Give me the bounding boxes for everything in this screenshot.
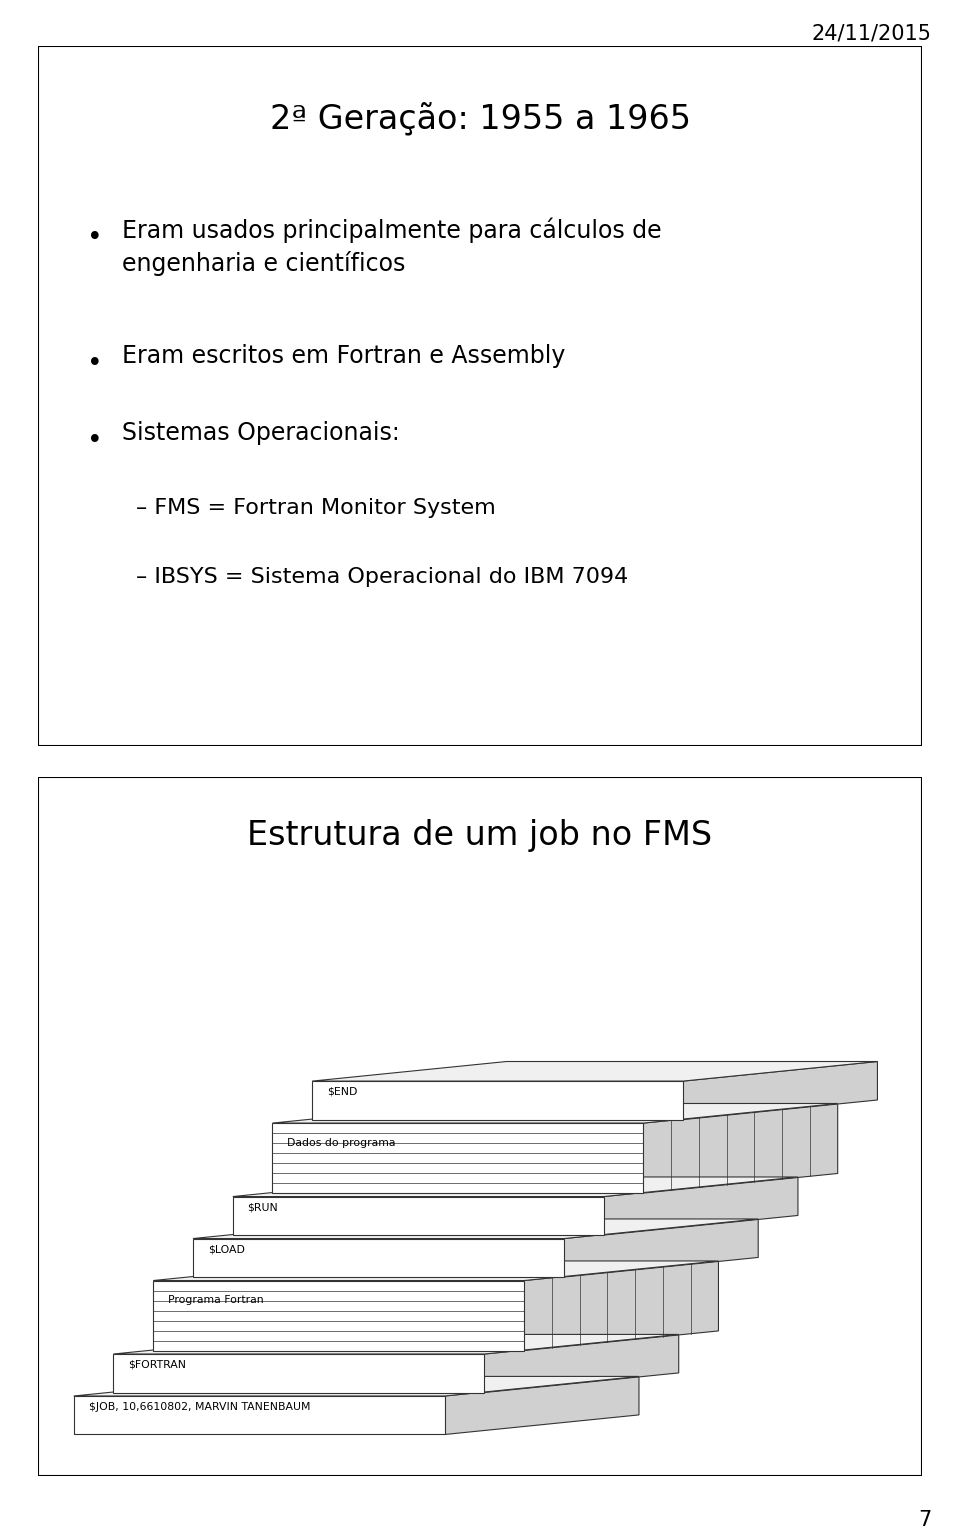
Text: – IBSYS = Sistema Operacional do IBM 7094: – IBSYS = Sistema Operacional do IBM 709… (135, 568, 628, 588)
Text: Sistemas Operacionais:: Sistemas Operacionais: (122, 420, 400, 444)
Text: $FORTRAN: $FORTRAN (129, 1360, 186, 1370)
Text: Estrutura de um job no FMS: Estrutura de um job no FMS (248, 818, 712, 852)
Polygon shape (312, 1081, 684, 1120)
Polygon shape (113, 1335, 679, 1353)
Polygon shape (312, 1061, 877, 1081)
Text: 2ª Geração: 1955 a 1965: 2ª Geração: 1955 a 1965 (270, 102, 690, 135)
Polygon shape (273, 1103, 838, 1123)
Polygon shape (485, 1335, 679, 1392)
Text: $RUN: $RUN (248, 1203, 278, 1212)
Polygon shape (193, 1238, 564, 1277)
Polygon shape (74, 1397, 444, 1435)
Text: 24/11/2015: 24/11/2015 (811, 23, 931, 43)
Polygon shape (444, 1377, 639, 1435)
Text: •: • (87, 225, 103, 251)
Text: •: • (87, 428, 103, 454)
Polygon shape (232, 1197, 604, 1235)
Polygon shape (524, 1261, 718, 1350)
Text: $JOB, 10,6610802, MARVIN TANENBAUM: $JOB, 10,6610802, MARVIN TANENBAUM (88, 1401, 310, 1412)
Text: – FMS = Fortran Monitor System: – FMS = Fortran Monitor System (135, 497, 495, 517)
Polygon shape (643, 1103, 838, 1193)
Polygon shape (232, 1177, 798, 1197)
Polygon shape (273, 1123, 643, 1193)
Text: 7: 7 (918, 1510, 931, 1530)
Polygon shape (113, 1353, 485, 1392)
Text: $END: $END (327, 1087, 357, 1097)
Polygon shape (193, 1220, 758, 1238)
Polygon shape (154, 1281, 524, 1350)
Polygon shape (564, 1220, 758, 1277)
Polygon shape (74, 1377, 639, 1397)
FancyBboxPatch shape (38, 46, 922, 746)
FancyBboxPatch shape (38, 777, 922, 1476)
Text: Programa Fortran: Programa Fortran (168, 1295, 264, 1306)
Text: •: • (87, 351, 103, 377)
Polygon shape (604, 1177, 798, 1235)
Text: Eram escritos em Fortran e Assembly: Eram escritos em Fortran e Assembly (122, 343, 565, 368)
Text: $LOAD: $LOAD (207, 1244, 245, 1255)
Polygon shape (684, 1061, 877, 1120)
Text: Dados do programa: Dados do programa (287, 1138, 396, 1147)
Polygon shape (154, 1261, 718, 1281)
Text: Eram usados principalmente para cálculos de
engenharia e científicos: Eram usados principalmente para cálculos… (122, 217, 662, 277)
